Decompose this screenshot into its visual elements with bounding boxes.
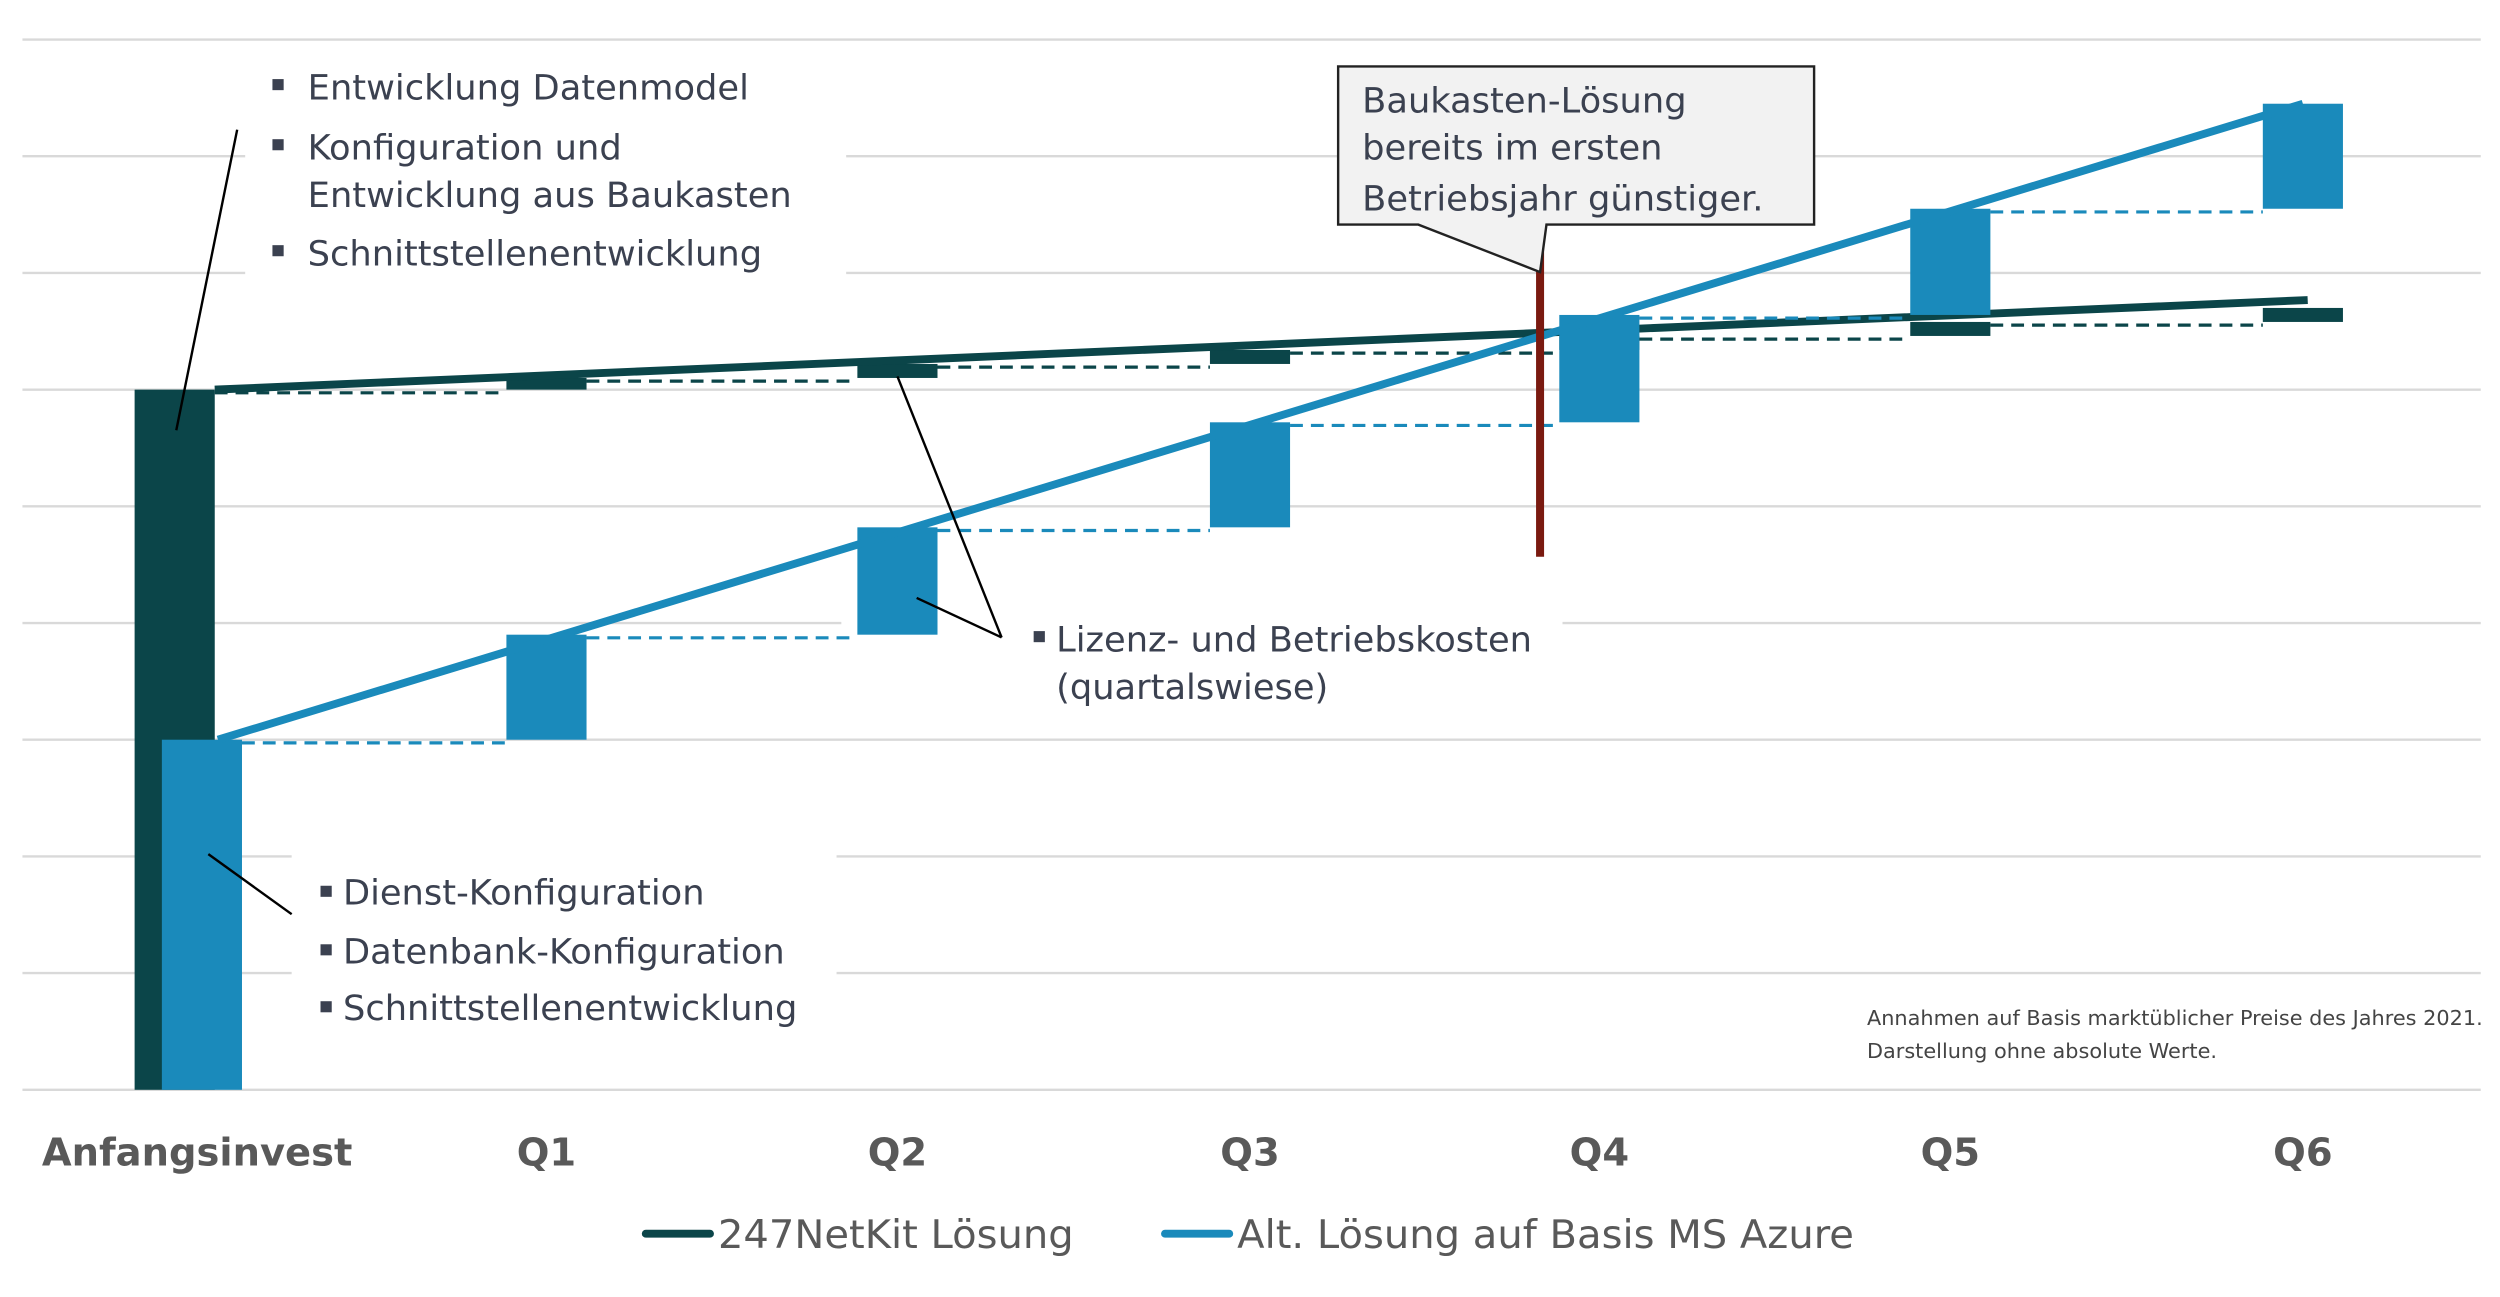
annotation-initial-247netkit: Entwicklung Datenmodel Konfiguration und… [272,68,792,275]
x-tick-label: Q4 [1570,1132,1629,1176]
x-tick-label: Q2 [868,1132,927,1176]
annotation-item: Lizenz- und Betriebskosten [1056,620,1532,661]
bar-azure-Q2 [857,527,938,635]
legend: 247NetKit Lösung Alt. Lösung auf Basis M… [641,1212,1854,1258]
bar-247netkit-Q6 [2262,307,2343,322]
callout-line: bereits im ersten [1362,128,1662,169]
bar-azure-Q3 [1209,422,1291,528]
footnote-line: Annahmen auf Basis marktüblicher Preise … [1867,1006,2483,1030]
annotation-item: Schnittstellenentwicklung [343,988,797,1029]
x-tick-label: Q5 [1921,1132,1980,1176]
bar-azure-Anfangsinvest [161,739,242,1090]
annotation-item: Schnittstellenentwicklung [308,234,762,275]
bar-azure-Q1 [506,634,587,740]
chart-marks [134,99,2343,1090]
annotation-quarterly-costs: Lizenz- und Betriebskosten (quartalswies… [1033,620,1532,708]
bar-azure-Q6 [2262,103,2343,209]
bar-247netkit-Q3 [1209,349,1291,364]
bar-247netkit-Q2 [857,363,938,378]
bar-azure-Q4 [1559,314,1640,423]
x-tick-label: Q1 [517,1132,576,1176]
trend-line-247netkit [214,296,2308,394]
footnote-bg [1842,988,2492,1076]
annotation-item: (quartalswiese) [1056,667,1328,708]
annotation-bg [291,854,837,1032]
bar-azure-Q5 [1910,208,1991,315]
annotation-item: Entwicklung aus Baukasten [308,175,792,216]
x-axis-ticks: Anfangsinvest Q1 Q2 Q3 Q4 Q5 Q6 [42,1132,2333,1176]
leader-lines [175,129,1003,916]
annotation-initial-azure: Dienst-Konfiguration Datenbank-Konfigura… [320,873,797,1029]
legend-label-247netkit: 247NetKit Lösung [718,1212,1074,1258]
annotation-item: Dienst-Konfiguration [343,873,705,914]
bar-247netkit-Q5 [1910,321,1991,336]
legend-label-azure: Alt. Lösung auf Basis MS Azure [1237,1212,1854,1258]
annotation-bg [245,47,847,285]
x-tick-label: Q3 [1220,1132,1279,1176]
x-tick-label: Q6 [2273,1132,2332,1176]
callout-line: Baukasten-Lösung [1362,81,1686,122]
footnote-line: Darstellung ohne absolute Werte. [1867,1039,2217,1063]
annotation-item: Entwicklung Datenmodel [308,68,749,109]
callout-line: Betriebsjahr günstiger. [1362,179,1763,220]
annotation-item: Konfiguration und [308,128,622,169]
callout: Baukasten-Lösung bereits im ersten Betri… [1336,65,1816,274]
trend-line-azure [216,99,2305,744]
bar-247netkit-Q1 [506,377,587,390]
annotation-item: Datenbank-Konfiguration [343,931,785,972]
x-tick-label: Anfangsinvest [42,1132,353,1176]
